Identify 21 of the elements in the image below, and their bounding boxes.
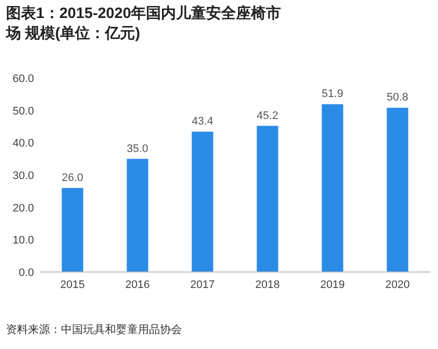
x-tick-label: 2020 [385,279,410,291]
data-label: 35.0 [126,142,148,155]
x-tick-label: 2016 [125,279,150,291]
y-tick-label: 40.0 [12,138,34,150]
x-tick-label: 2019 [320,279,345,291]
y-tick-label: 20.0 [12,202,34,214]
y-tick-label: 50.0 [12,105,34,118]
y-tick-label: 0.0 [18,267,34,279]
data-label: 50.8 [386,92,408,104]
data-label: 26.0 [62,172,84,184]
y-tick-label: 60.0 [12,73,34,85]
data-label: 51.9 [322,88,344,100]
x-tick-label: 2018 [255,279,280,291]
y-tick-label: 10.0 [12,234,34,247]
x-tick-label: 2015 [60,279,85,291]
y-tick-label: 30.0 [12,170,34,182]
data-label: 45.2 [256,110,278,122]
data-label: 43.4 [192,116,214,128]
source: 资料来源：中国玩具和婴童用品协会 [6,322,182,337]
title: 图表1：2015-2020年国内儿童安全座椅市场 规模(单位：亿元) [6,4,282,44]
x-tick-label: 2017 [190,279,215,291]
